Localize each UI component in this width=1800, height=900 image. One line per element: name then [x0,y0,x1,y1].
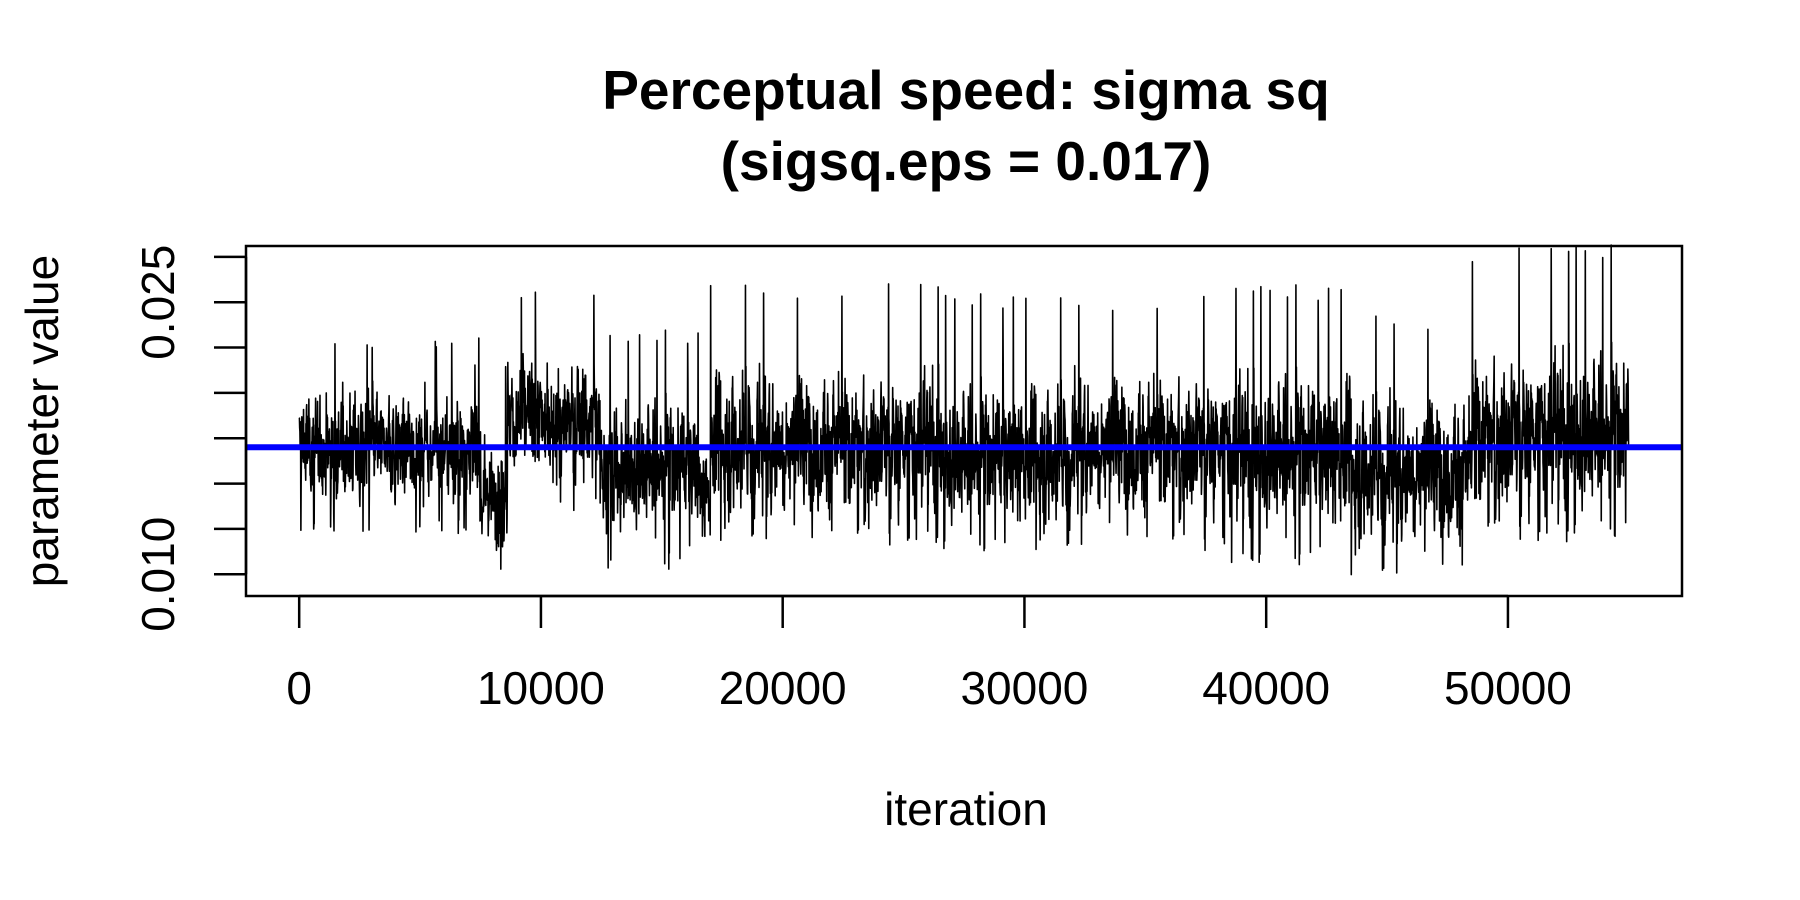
y-tick-label: 0.025 [132,245,184,360]
x-axis: 0 10000 20000 30000 40000 50000 [286,594,1572,714]
x-tick-label: 0 [286,662,312,714]
x-tick-label: 30000 [960,662,1088,714]
y-axis-label: parameter value [16,255,68,587]
x-tick-label: 10000 [477,662,605,714]
trace-series [298,244,1630,576]
chart-title-line-1: Perceptual speed: sigma sq [602,59,1330,121]
trace-line [298,244,1630,576]
y-axis: 0.010 0.025 [132,245,248,632]
x-tick-label: 50000 [1444,662,1572,714]
x-tick-label: 20000 [719,662,847,714]
x-axis-label: iteration [884,783,1048,835]
x-tick-label: 40000 [1202,662,1330,714]
y-tick-label: 0.010 [132,517,184,632]
chart-title-line-2: (sigsq.eps = 0.017) [721,130,1212,192]
